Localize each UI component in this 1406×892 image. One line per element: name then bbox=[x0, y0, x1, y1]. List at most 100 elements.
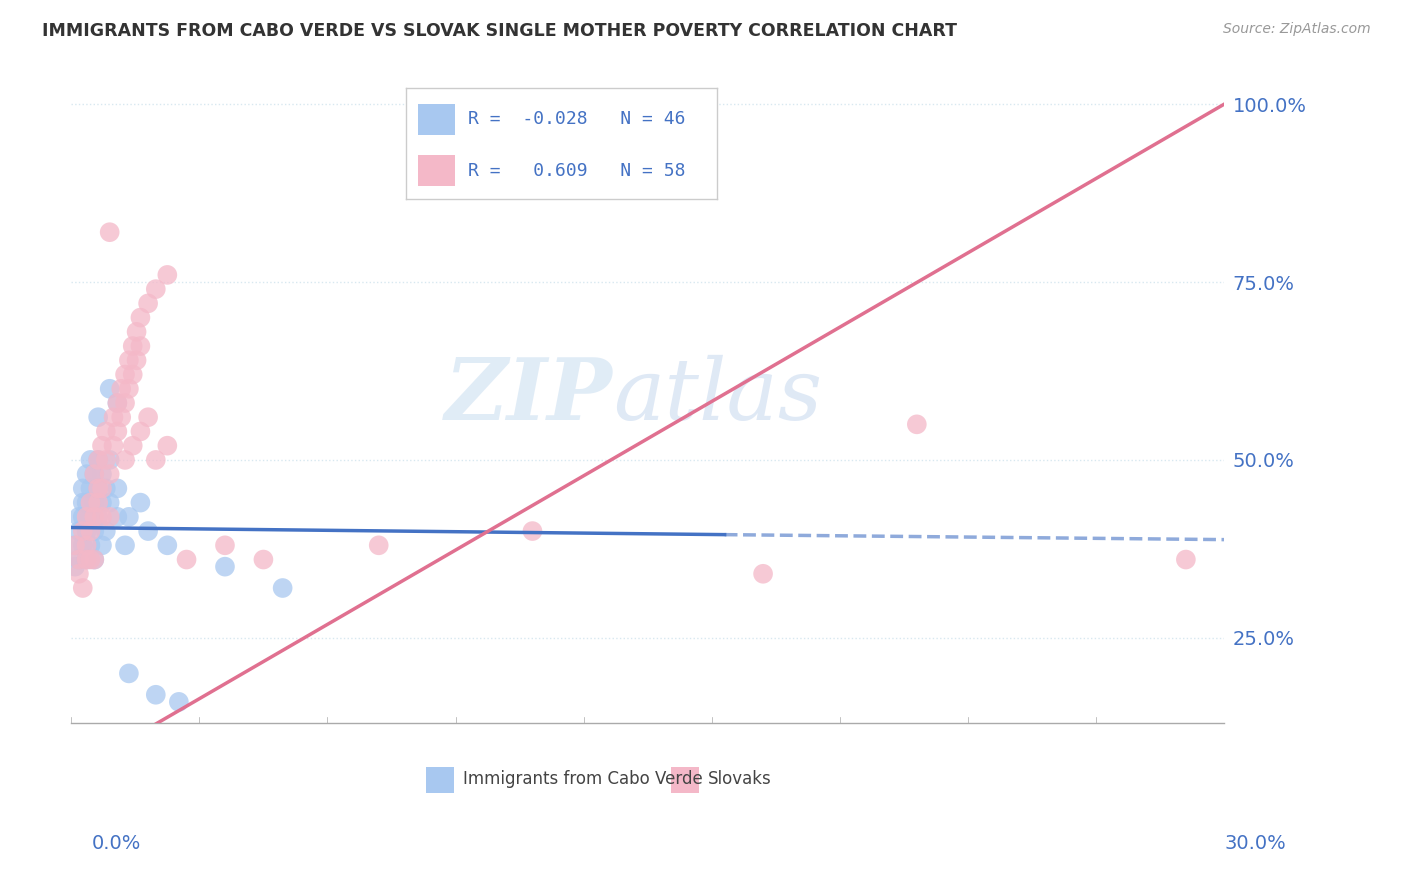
Point bbox=[1174, 552, 1197, 566]
Point bbox=[67, 524, 90, 538]
Point bbox=[76, 538, 98, 552]
Point bbox=[76, 552, 98, 566]
Point bbox=[167, 695, 190, 709]
Point bbox=[129, 310, 152, 325]
Point bbox=[67, 509, 90, 524]
Text: 30.0%: 30.0% bbox=[1225, 834, 1286, 853]
Point bbox=[98, 225, 121, 239]
Point bbox=[87, 410, 110, 425]
Point bbox=[98, 453, 121, 467]
Point bbox=[125, 353, 148, 368]
Point bbox=[145, 688, 167, 702]
Point bbox=[121, 368, 143, 382]
Point bbox=[121, 339, 143, 353]
Point bbox=[87, 453, 110, 467]
Point bbox=[83, 467, 105, 482]
Point bbox=[103, 410, 125, 425]
Text: 0.0%: 0.0% bbox=[91, 834, 141, 853]
Point bbox=[79, 509, 101, 524]
Point bbox=[98, 509, 121, 524]
Point bbox=[91, 467, 114, 482]
Point bbox=[156, 268, 179, 282]
Point bbox=[87, 495, 110, 509]
Point bbox=[63, 538, 86, 552]
Point bbox=[271, 581, 294, 595]
Point bbox=[98, 467, 121, 482]
Point bbox=[214, 559, 236, 574]
Point bbox=[87, 482, 110, 496]
Point bbox=[91, 439, 114, 453]
Point bbox=[72, 495, 94, 509]
Point bbox=[114, 538, 136, 552]
Point bbox=[83, 552, 105, 566]
Point bbox=[87, 453, 110, 467]
Point bbox=[72, 581, 94, 595]
Point bbox=[87, 509, 110, 524]
Point bbox=[76, 524, 98, 538]
Point bbox=[67, 552, 90, 566]
Point bbox=[118, 666, 141, 681]
Point bbox=[72, 509, 94, 524]
Point bbox=[105, 396, 128, 410]
Point bbox=[94, 453, 117, 467]
Point bbox=[76, 552, 98, 566]
Point bbox=[114, 368, 136, 382]
Text: Source: ZipAtlas.com: Source: ZipAtlas.com bbox=[1223, 22, 1371, 37]
Point bbox=[72, 538, 94, 552]
Point bbox=[79, 453, 101, 467]
Point bbox=[367, 538, 389, 552]
Point bbox=[136, 296, 159, 310]
Text: ZIP: ZIP bbox=[446, 354, 613, 438]
Point bbox=[118, 382, 141, 396]
Point bbox=[72, 482, 94, 496]
Point bbox=[83, 524, 105, 538]
Point bbox=[156, 439, 179, 453]
Point bbox=[76, 495, 98, 509]
Text: IMMIGRANTS FROM CABO VERDE VS SLOVAK SINGLE MOTHER POVERTY CORRELATION CHART: IMMIGRANTS FROM CABO VERDE VS SLOVAK SIN… bbox=[42, 22, 957, 40]
Point bbox=[252, 552, 274, 566]
Point bbox=[136, 410, 159, 425]
Point bbox=[91, 509, 114, 524]
Point bbox=[136, 524, 159, 538]
Point bbox=[752, 566, 775, 581]
Point bbox=[129, 425, 152, 439]
Point bbox=[67, 552, 90, 566]
Point bbox=[118, 509, 141, 524]
Point bbox=[79, 482, 101, 496]
Point bbox=[94, 524, 117, 538]
Point bbox=[105, 482, 128, 496]
Point bbox=[114, 453, 136, 467]
Point bbox=[76, 509, 98, 524]
Point bbox=[121, 439, 143, 453]
Point bbox=[125, 325, 148, 339]
Point bbox=[91, 495, 114, 509]
Point bbox=[63, 538, 86, 552]
Point bbox=[114, 396, 136, 410]
Point bbox=[129, 495, 152, 509]
Point bbox=[105, 509, 128, 524]
Point bbox=[67, 566, 90, 581]
Point bbox=[83, 509, 105, 524]
Point bbox=[91, 482, 114, 496]
Point bbox=[129, 339, 152, 353]
Point bbox=[905, 417, 928, 432]
Point bbox=[98, 495, 121, 509]
Point bbox=[94, 425, 117, 439]
Point bbox=[72, 524, 94, 538]
Point bbox=[76, 467, 98, 482]
Point bbox=[83, 495, 105, 509]
Point bbox=[98, 382, 121, 396]
Point bbox=[79, 524, 101, 538]
Point bbox=[105, 396, 128, 410]
Point bbox=[118, 353, 141, 368]
Point bbox=[105, 425, 128, 439]
Point bbox=[145, 453, 167, 467]
Point bbox=[522, 524, 544, 538]
Point bbox=[110, 410, 132, 425]
Point bbox=[103, 439, 125, 453]
Point bbox=[94, 482, 117, 496]
Point bbox=[110, 382, 132, 396]
Point bbox=[83, 467, 105, 482]
Point bbox=[91, 538, 114, 552]
Point bbox=[83, 552, 105, 566]
